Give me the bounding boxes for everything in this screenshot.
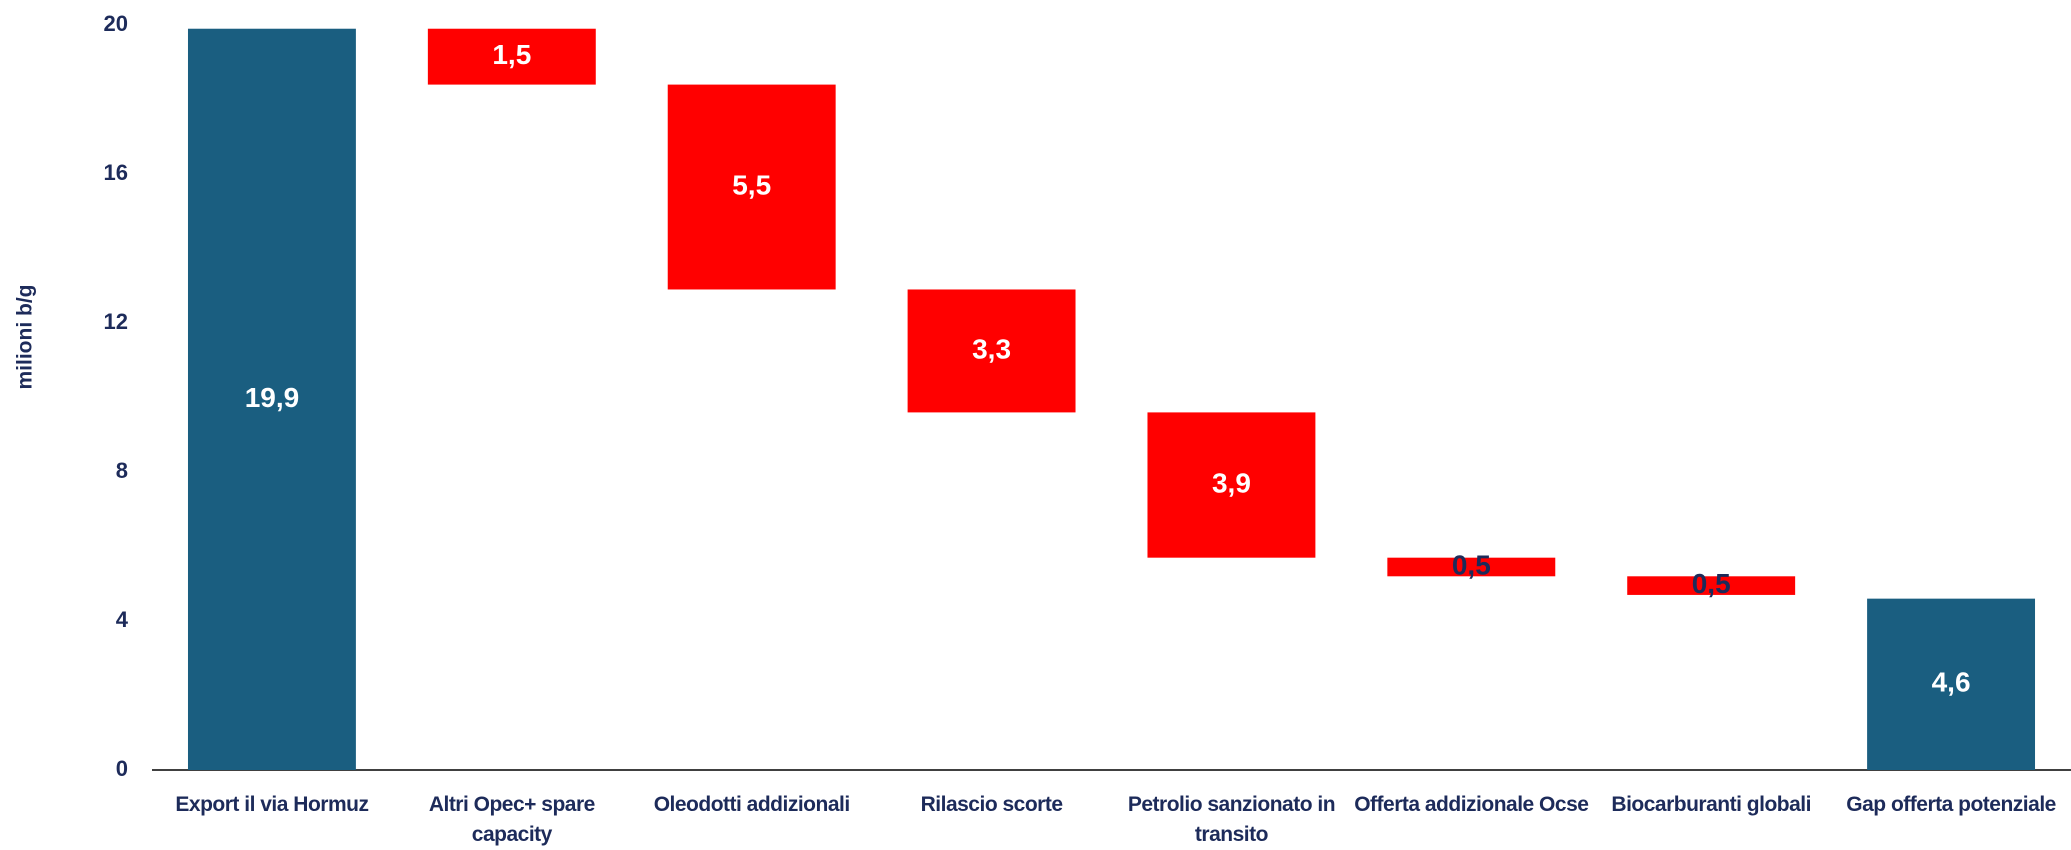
y-tick-label: 16 <box>104 160 128 185</box>
y-axis-label: milioni b/g <box>14 285 37 390</box>
y-tick-label: 8 <box>116 458 128 483</box>
x-tick-label: Rilascio scorte <box>920 793 1063 816</box>
data-label: 3,9 <box>1212 467 1251 498</box>
bar <box>1627 576 1796 595</box>
x-tick-label: Biocarburanti globali <box>1611 793 1811 816</box>
data-label: 19,9 <box>245 382 300 413</box>
y-tick-label: 0 <box>116 756 128 781</box>
y-tick-label: 12 <box>104 309 128 334</box>
x-tick-label: Altri Opec+ spare capacity <box>428 793 595 846</box>
data-label: 4,6 <box>1932 667 1971 698</box>
data-label: 0,5 <box>1452 549 1491 580</box>
bar <box>187 28 356 771</box>
bar <box>1867 598 2036 770</box>
x-tick-label: Oleodotti addizionali <box>653 793 850 816</box>
y-tick-label: 20 <box>104 11 128 36</box>
bar <box>1147 412 1316 558</box>
bar <box>427 28 596 85</box>
x-tick-label: Export il via Hormuz <box>175 793 369 816</box>
y-tick-label: 4 <box>116 607 129 632</box>
data-label: 0,5 <box>1692 568 1731 599</box>
x-tick-label: Offerta addizionale Ocse <box>1354 793 1589 816</box>
bar <box>907 289 1076 413</box>
x-tick-label: Petrolio sanzionato in transito <box>1127 793 1336 846</box>
data-label: 5,5 <box>732 169 771 200</box>
data-label: 3,3 <box>972 333 1011 364</box>
bar <box>667 84 836 290</box>
x-tick-label: Gap offerta potenziale <box>1846 793 2056 816</box>
data-label: 1,5 <box>492 39 531 70</box>
bar <box>1387 557 1556 577</box>
